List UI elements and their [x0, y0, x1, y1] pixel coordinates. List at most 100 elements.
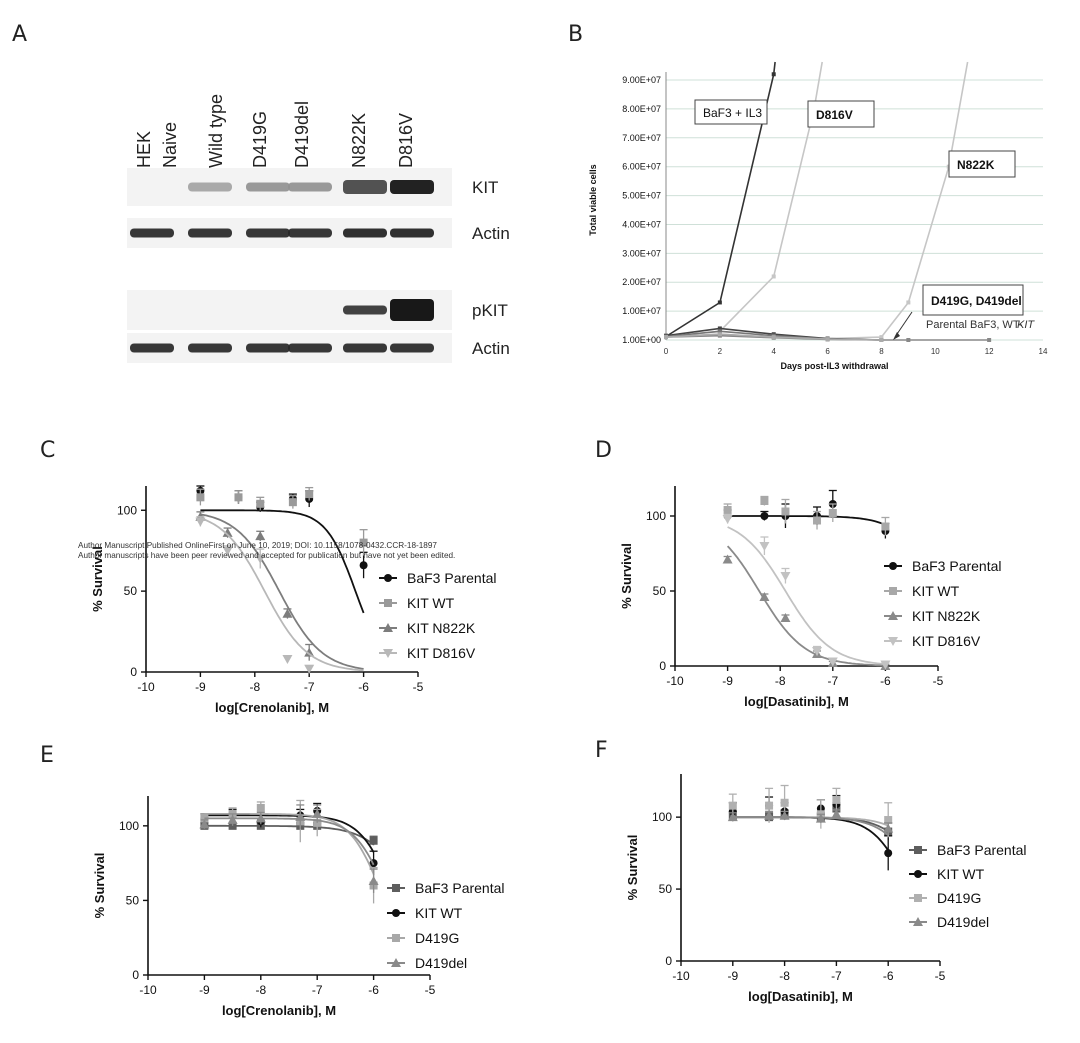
lane-label-3: D419del	[292, 101, 312, 168]
chart-e-xtick-4: -6	[368, 983, 379, 997]
chart-e-legend-marker-3	[391, 958, 401, 967]
chart-f-point-3-1	[764, 810, 775, 820]
chart-f-ytick-1: 50	[659, 882, 673, 896]
blot-band-3-0	[130, 343, 174, 353]
chart-f-point-1-5	[884, 849, 893, 858]
chart-d-point-2-2	[780, 613, 791, 622]
chart-f-point-2-4	[832, 795, 841, 804]
chart-b-point-6-0	[664, 335, 668, 340]
chart-c-xtick-4: -6	[358, 680, 369, 694]
chart-d-point-0-1	[760, 512, 769, 520]
chart-d-legend-marker-0	[889, 562, 897, 570]
chart-b-ytick-0: 1.00E+00	[622, 335, 661, 345]
chart-b-annotation-box-2	[948, 150, 1016, 178]
chart-b-point-2-5	[906, 300, 911, 305]
chart-f-legend-marker-2	[914, 894, 922, 902]
chart-d-legend-marker-1	[889, 587, 897, 595]
blot-band-1-4	[343, 228, 387, 238]
chart-b-series-0	[665, 61, 776, 338]
chart-b-ytick-6: 6.00E+07	[622, 162, 661, 172]
chart-b-annotation-1: D816V	[816, 108, 853, 122]
chart-d-point-1-0	[723, 506, 732, 514]
blot-label-3: Actin	[472, 339, 510, 358]
chart-b-point-2-4	[879, 335, 884, 340]
chart-d-point-3-4	[827, 657, 838, 667]
watermark-line-1: Author Manuscript Published OnlineFirst …	[78, 541, 437, 550]
chart-d-xlabel: log[Dasatinib], M	[744, 694, 849, 709]
chart-d-legend-label-3: KIT D816V	[912, 633, 981, 649]
panel-letter-c: C	[40, 438, 56, 463]
chart-f-legend-marker-0	[914, 846, 922, 854]
chart-d-fit-3	[727, 526, 886, 665]
chart-b-ytick-5: 5.00E+07	[622, 191, 661, 201]
chart-c-legend-label-2: KIT N822K	[407, 620, 476, 636]
chart-b-annotation-0: BaF3 + IL3	[703, 106, 762, 120]
blot-label-2: pKIT	[472, 301, 508, 320]
chart-c-ytick-1: 50	[124, 584, 138, 598]
chart-e-point-3-3	[295, 811, 306, 821]
chart-c-point-0-5	[359, 561, 368, 570]
chart-b-ytick-8: 8.00E+07	[622, 104, 661, 114]
chart-e-legend-label-3: D419del	[415, 955, 467, 971]
chart-c-point-3-1	[222, 546, 233, 556]
chart-e-xlabel: log[Crenolanib], M	[222, 1003, 336, 1018]
chart-c-legend-marker-1	[384, 599, 392, 607]
chart-b-point-5-5	[906, 338, 911, 342]
panel-letter-a: A	[12, 22, 28, 47]
chart-b-xtick-6: 12	[985, 347, 994, 356]
chart-f-point-3-2	[779, 810, 790, 820]
chart-d-fit-0	[727, 515, 886, 526]
chart-b-ytick-1: 1.00E+07	[622, 306, 661, 316]
chart-d-ytick-1: 50	[653, 584, 667, 598]
chart-b-point-0-1	[717, 300, 722, 305]
chart-f-xtick-2: -8	[779, 969, 790, 983]
chart-c-point-3-2	[255, 554, 266, 564]
chart-d-fit-2	[726, 545, 886, 667]
blot-band-1-5	[390, 228, 434, 238]
chart-b-ytick-2: 2.00E+07	[622, 277, 661, 287]
chart-f-point-3-4	[831, 809, 842, 819]
chart-d-legend-label-1: KIT WT	[912, 583, 960, 599]
chart-d-point-1-3	[813, 516, 822, 525]
chart-d-legend-marker-2	[888, 611, 898, 620]
chart-c-xtick-2: -8	[249, 680, 260, 694]
chart-f-legend-label-1: KIT WT	[937, 866, 985, 882]
chart-b-point-6-3	[825, 337, 830, 342]
chart-b-xtick-5: 10	[931, 347, 940, 356]
chart-d-point-3-5	[880, 660, 891, 670]
chart-b-xtick-4: 8	[879, 347, 884, 356]
chart-e-legend-marker-1	[392, 909, 400, 917]
lane-label-5: D816V	[396, 113, 416, 168]
chart-c-fit-0	[200, 509, 365, 614]
chart-e-point-2-2	[256, 803, 265, 812]
chart-b-annotation-kit-italic: KIT	[1017, 319, 1035, 331]
chart-f-point-2-5	[884, 816, 893, 825]
chart-f-point-2-0	[728, 801, 737, 810]
chart-e-point-3-1	[227, 814, 238, 824]
chart-d-ytick-2: 100	[646, 509, 666, 523]
chart-b-annotation-2: N822K	[957, 158, 995, 172]
chart-b-point-5-6	[987, 338, 992, 342]
chart-c-xtick-0: -10	[137, 680, 155, 694]
chart-f-xtick-4: -6	[883, 969, 894, 983]
chart-d-xtick-3: -7	[827, 674, 838, 688]
chart-b-xlabel: Days post-IL3 withdrawal	[780, 361, 888, 371]
chart-b-annotation-box-0	[694, 99, 768, 125]
chart-f-legend-label-0: BaF3 Parental	[937, 842, 1027, 858]
chart-b-point-6-4	[879, 338, 884, 342]
blot-label-1: Actin	[472, 224, 510, 243]
chart-b-annotation-parental: Parental BaF3, WT-	[926, 319, 1023, 331]
chart-c-point-1-0	[196, 493, 205, 502]
chart-f-point-3-0	[727, 812, 738, 822]
chart-f-point-3-5	[883, 823, 894, 833]
chart-c-ytick-2: 100	[117, 503, 137, 517]
chart-e-legend-marker-2	[392, 934, 400, 942]
chart-c-point-2-4	[304, 647, 315, 657]
chart-f-legend-marker-1	[914, 870, 922, 878]
panel-letter-e: E	[40, 743, 54, 768]
chart-f-point-2-2	[780, 798, 789, 807]
chart-e-point-3-2	[255, 813, 266, 823]
blot-band-0-5	[390, 180, 434, 194]
chart-d-point-3-1	[759, 542, 770, 551]
